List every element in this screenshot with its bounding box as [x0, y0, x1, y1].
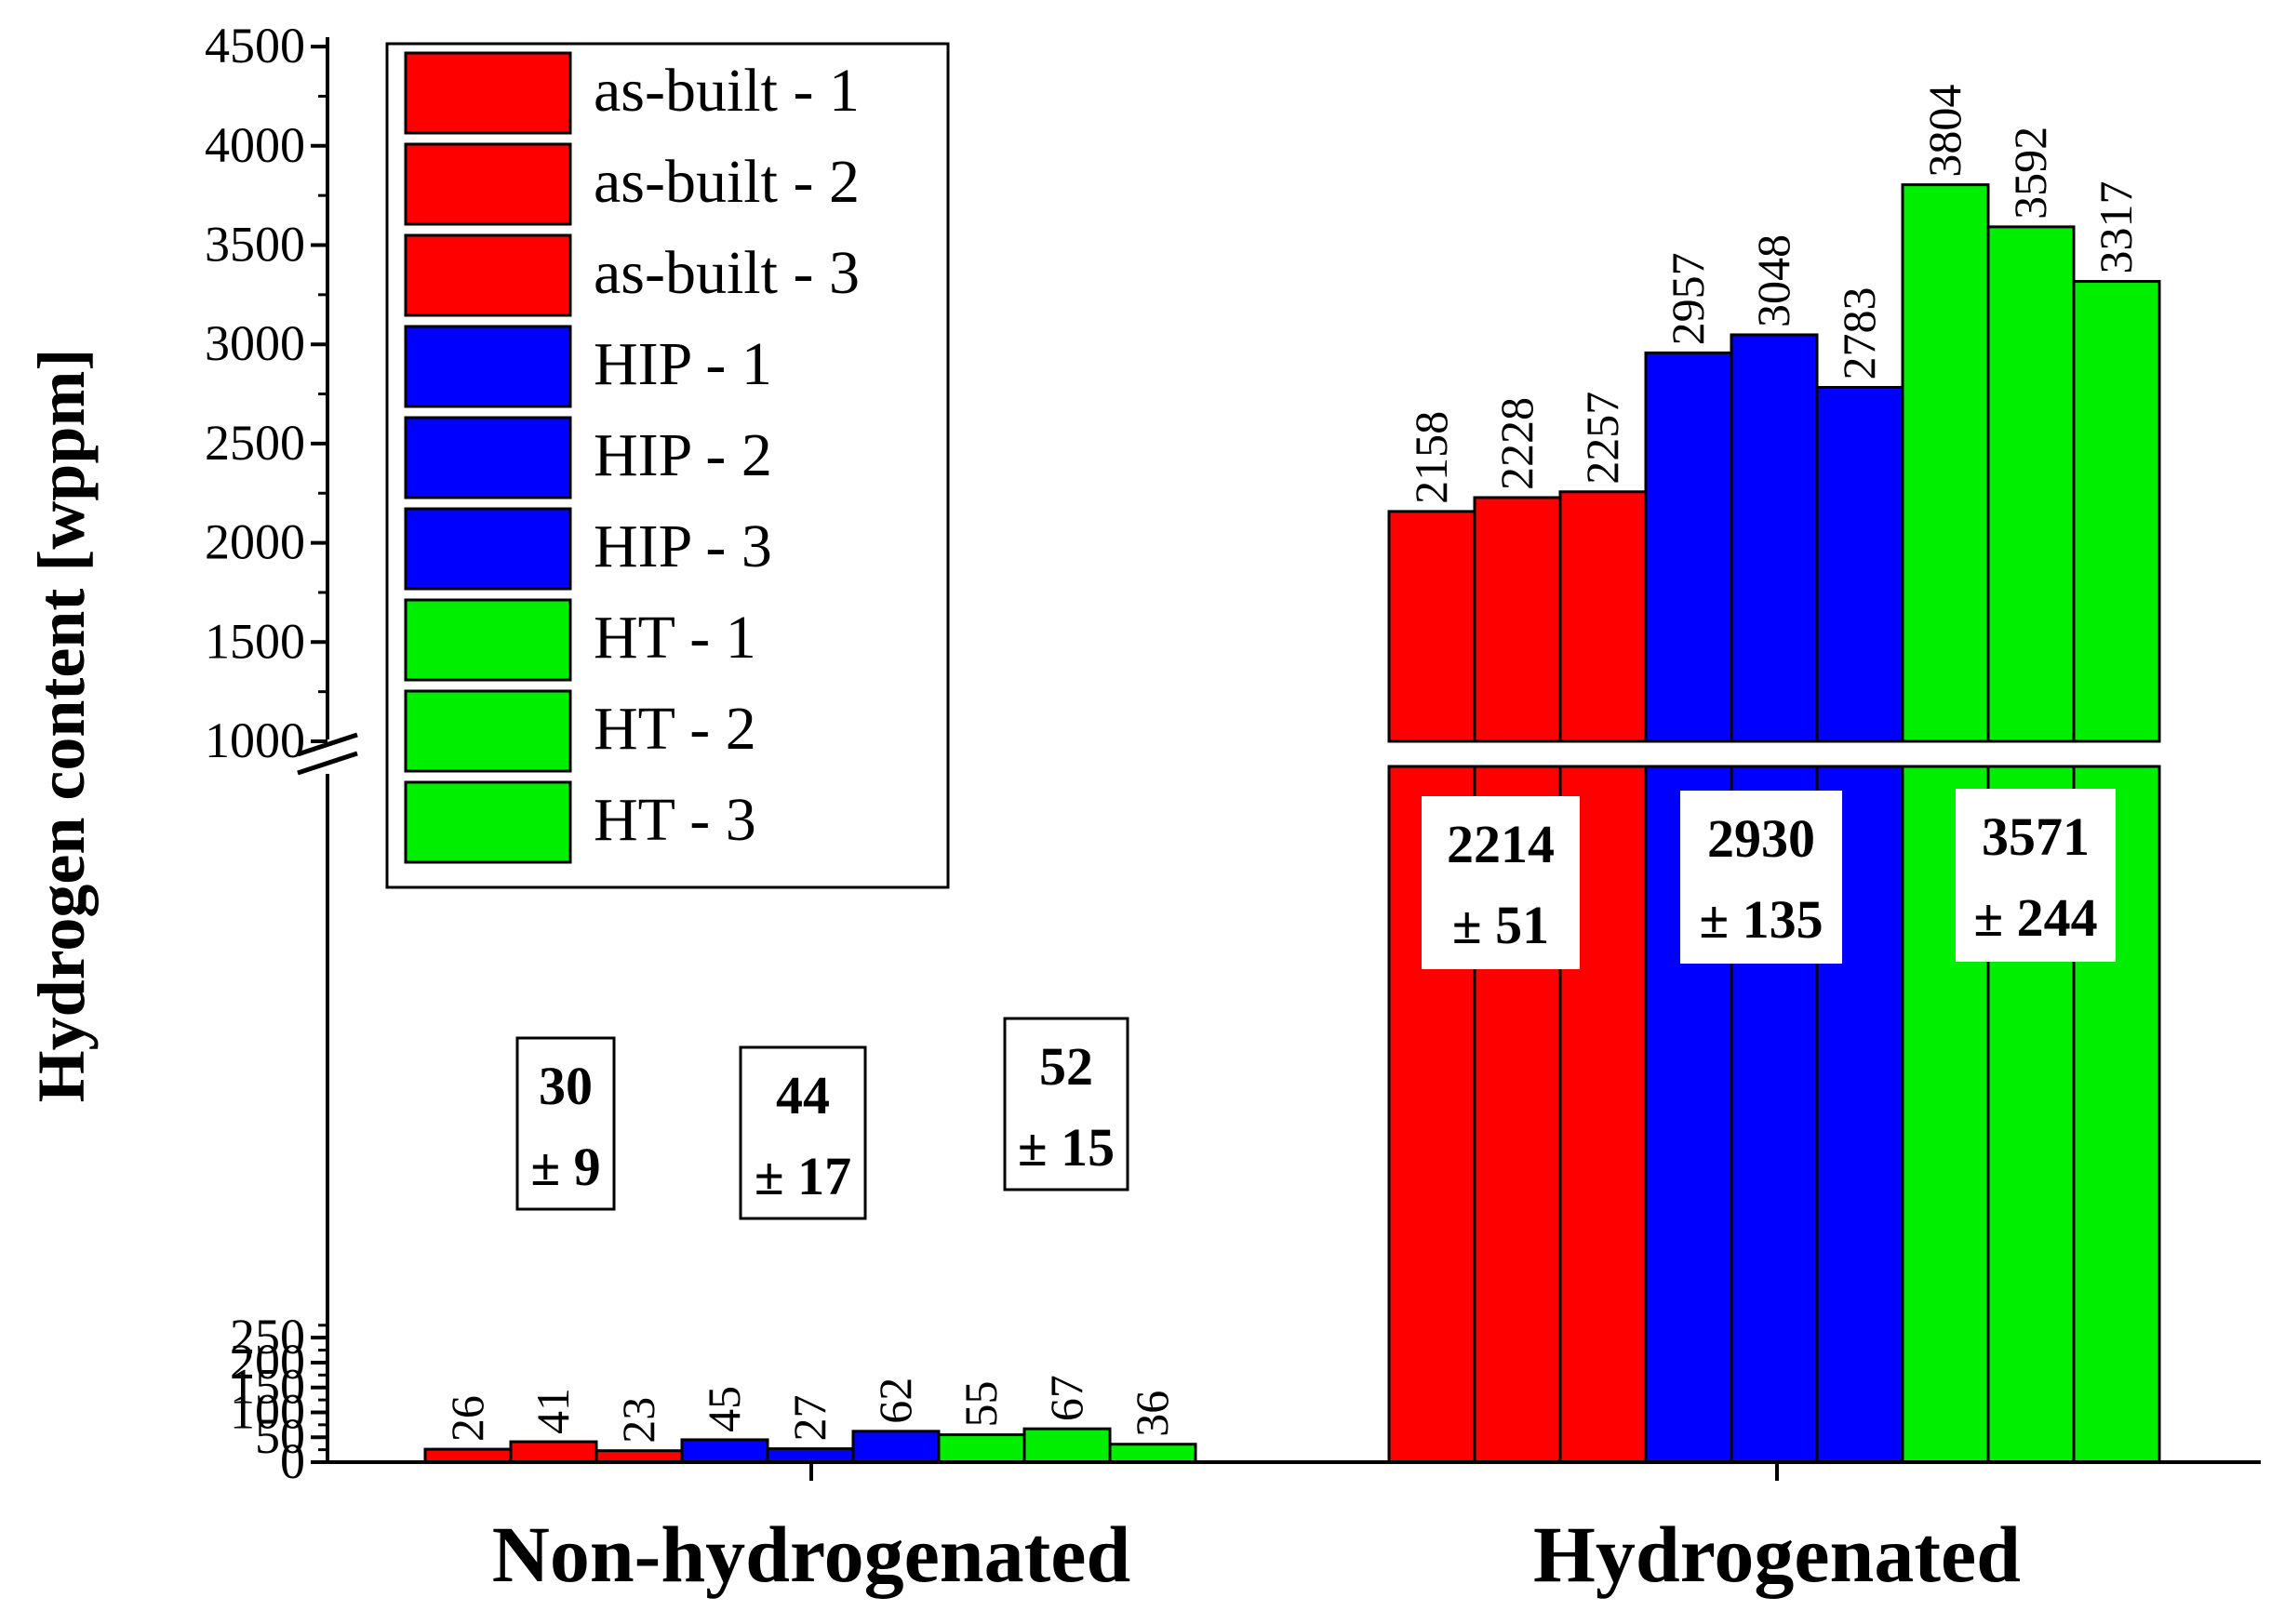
legend-label: HT - 2 [594, 695, 756, 763]
bar [851, 1430, 941, 1464]
data-label: 2257 [1576, 392, 1628, 485]
annotation-sd: ± 51 [1452, 895, 1549, 955]
data-label: 67 [1040, 1375, 1092, 1421]
legend-label: HT - 1 [594, 604, 756, 672]
legend-label: as-built - 2 [594, 148, 860, 216]
data-label: 55 [955, 1381, 1007, 1428]
data-label: 3804 [1918, 85, 1970, 178]
data-label: 3592 [2004, 126, 2056, 220]
bar [1644, 351, 1733, 743]
data-label: 2228 [1490, 397, 1543, 490]
annotation-box [515, 1036, 616, 1211]
y-tick-label: 1000 [205, 712, 305, 768]
bar [766, 1447, 855, 1464]
bar [1108, 1443, 1197, 1464]
data-label: 2158 [1405, 411, 1457, 504]
bar [1022, 1427, 1112, 1464]
bar [937, 1433, 1026, 1464]
annotations: 30 ± 9 44 ± 17 52 ± 15 2214 ± 51 2930 ± 135 3571 ± … [515, 789, 2116, 1220]
legend-label: HIP - 1 [594, 330, 772, 398]
y-tick-label: 4000 [205, 117, 305, 173]
bar [1901, 183, 1990, 743]
legend-swatch [404, 507, 572, 591]
annotation-box [1003, 1017, 1129, 1191]
annotation-mean: 44 [776, 1065, 830, 1125]
annotation-box [1422, 796, 1580, 969]
data-label: 3317 [2090, 181, 2142, 274]
x-category-label: Hydrogenated [1533, 1510, 2021, 1599]
annotation-mean: 3571 [1982, 806, 2090, 867]
legend: as-built - 1 as-built - 2 as-built - 3 HIP … [385, 42, 950, 889]
y-tick-label: 150 [230, 1359, 305, 1415]
data-label: 45 [698, 1386, 750, 1432]
annotation-sd: ± 17 [755, 1146, 851, 1206]
data-label: 36 [1126, 1391, 1178, 1437]
bars: 26 2158 41 2228 23 2257 45 2957 27 3048 62 2783 55 38… [423, 85, 2163, 1464]
x-category-label: Non-hydrogenated [492, 1510, 1131, 1599]
y-axis-label: Hydrogen content [wppm] [24, 349, 99, 1103]
data-label: 27 [783, 1395, 835, 1442]
legend-label: as-built - 3 [594, 239, 860, 307]
y-tick-label: 100 [230, 1383, 305, 1439]
annotation-mean: 2214 [1447, 814, 1555, 874]
legend-label: HIP - 2 [594, 421, 772, 489]
axis-break-gap [1385, 743, 2163, 765]
y-tick-label: 2000 [205, 514, 305, 570]
data-label: 3048 [1747, 234, 1799, 327]
data-label: 26 [441, 1395, 493, 1442]
bar [1558, 490, 1648, 743]
axis-break-mark [297, 732, 358, 757]
annotation-sd: ± 15 [1018, 1117, 1115, 1178]
legend-swatch [404, 780, 572, 864]
annotation-mean: 30 [539, 1056, 593, 1116]
annotation-box [1680, 791, 1842, 964]
annotation-sd: ± 9 [530, 1137, 600, 1197]
data-label: 23 [612, 1397, 664, 1444]
legend-swatch [404, 325, 572, 408]
bar [1387, 510, 1476, 743]
bar [2072, 280, 2161, 743]
legend-label: HT - 3 [594, 786, 756, 854]
y-tick-label: 4500 [205, 18, 305, 73]
legend-swatch [404, 598, 572, 682]
data-label: 2957 [1662, 252, 1714, 345]
bar [1473, 496, 1562, 743]
y-tick-label: 200 [230, 1334, 305, 1390]
legend-swatch [404, 416, 572, 499]
annotation-mean: 2930 [1707, 808, 1815, 869]
legend-swatch [404, 233, 572, 317]
bar [680, 1438, 769, 1464]
bar [423, 1447, 513, 1464]
bar [1815, 386, 1904, 743]
axis-break-mark [297, 751, 358, 776]
legend-label: as-built - 1 [594, 57, 860, 125]
data-label: 2783 [1833, 287, 1885, 380]
bar [1730, 333, 1819, 743]
y-tick-label: 1500 [205, 613, 305, 669]
legend-swatch [404, 51, 572, 135]
annotation-sd: ± 135 [1699, 889, 1823, 950]
y-tick-label: 50 [255, 1408, 305, 1464]
y-tick-label: 0 [280, 1433, 305, 1489]
annotation-sd: ± 244 [1973, 887, 2097, 948]
data-label: 41 [527, 1388, 579, 1434]
annotation-box [739, 1045, 867, 1220]
y-tick-label: 3500 [205, 217, 305, 273]
legend-label: HIP - 3 [594, 512, 772, 580]
legend-swatch [404, 142, 572, 226]
bar [1986, 225, 2076, 743]
annotation-box [1956, 789, 2116, 962]
legend-swatch [404, 689, 572, 773]
data-label: 62 [869, 1378, 921, 1424]
y-tick-label: 2500 [205, 415, 305, 471]
annotation-mean: 52 [1039, 1036, 1093, 1097]
bar [509, 1440, 598, 1464]
y-tick-label: 3000 [205, 315, 305, 371]
y-tick-label: 250 [230, 1309, 305, 1364]
